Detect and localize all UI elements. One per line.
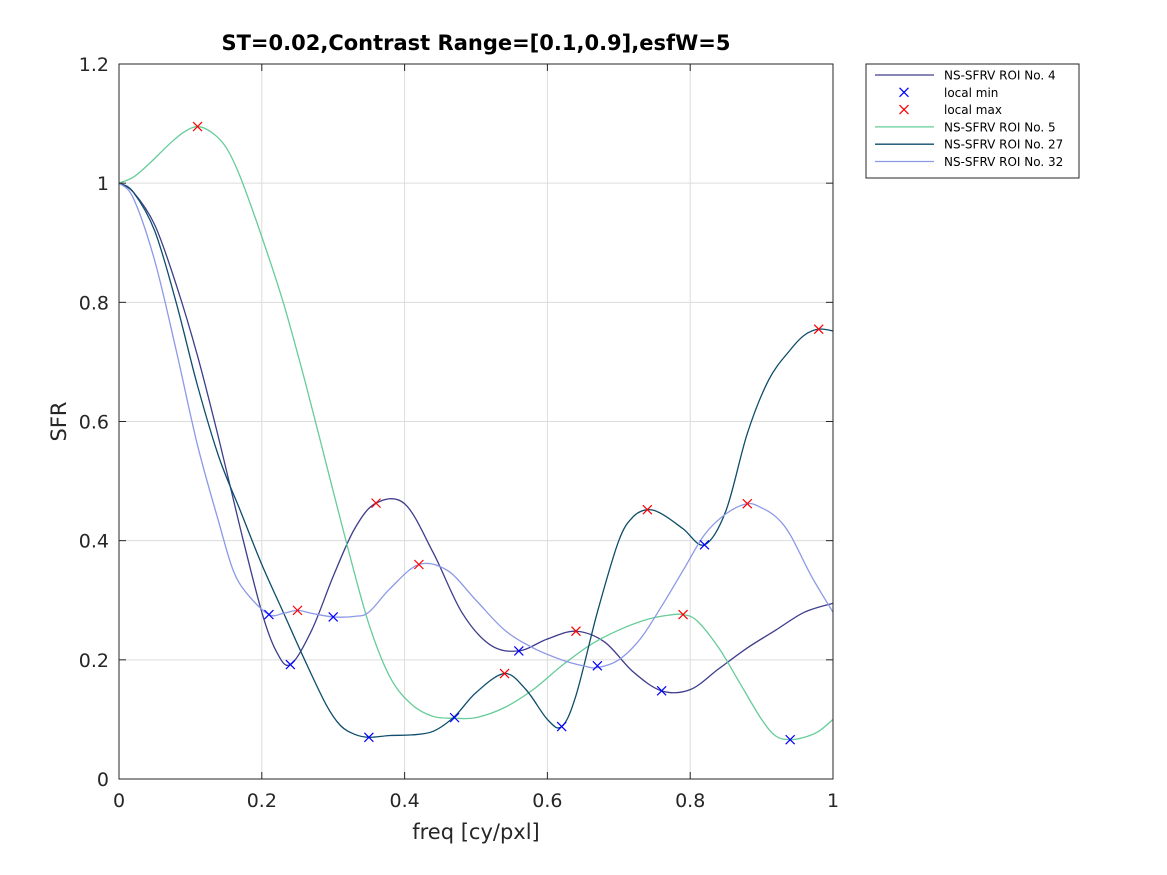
local-min-marker-stroke-b [785,734,796,745]
legend-marker-swatch-b [899,104,909,115]
series-line-2 [118,125,834,741]
local-min-marker [264,609,274,620]
legend-marker-swatch-b [899,87,909,98]
x-tick-label: 0.6 [532,790,562,812]
local-max-marker-stroke-b [813,324,824,335]
local-max-marker-stroke-b [678,609,688,620]
local-min-marker-stroke-b [656,685,667,696]
local-max-marker-stroke-b [642,504,653,515]
local-max-marker [642,504,653,515]
local-min-marker [285,659,296,670]
local-min-marker-stroke-b [556,721,567,732]
local-max-marker-stroke-b [371,498,381,509]
local-max-marker [192,121,203,132]
legend-label: NS-SFRV ROI No. 32 [944,155,1063,169]
local-min-marker [363,732,374,743]
grid [119,64,833,779]
local-min-marker-stroke-b [592,660,603,671]
local-min-marker-stroke-b [264,609,274,620]
axis-ticks: 0 0.2 0.4 0.6 0.8 1 0 0.2 0.4 0.6 0.8 1 1.2 [79,54,839,812]
local-max-marker-stroke-b [499,668,510,679]
local-max-marker [292,605,303,616]
series-line-4 [118,182,834,669]
legend-item: NS-SFRV ROI No. 32 [875,155,1063,169]
y-tick-label: 0.2 [79,650,109,672]
local-max-marker-stroke-b [192,121,203,132]
local-max-marker [571,626,581,637]
legend-item: NS-SFRV ROI No. 27 [875,138,1063,152]
y-tick-label: 0.8 [79,292,109,314]
local-max-marker [499,668,510,679]
y-tick-label: 0.4 [79,531,109,553]
local-min-marker [699,539,710,550]
local-min-marker-stroke-b [285,659,296,670]
series-line-1 [118,182,834,694]
x-tick-label: 1 [827,790,839,812]
x-tick-label: 0 [113,790,125,812]
y-tick-label: 0.6 [79,412,109,434]
local-max-marker [413,559,424,570]
local-max-marker [678,609,688,620]
series-line-3 [118,182,834,738]
local-min-marker-stroke-b [363,732,374,743]
y-tick-label: 0 [97,769,109,791]
local-min-marker [592,660,603,671]
x-tick-label: 0.2 [247,790,277,812]
local-min-marker-stroke-b [699,539,710,550]
local-max-marker [742,498,753,509]
y-axis-label: SFR [47,401,71,441]
local-min-marker [656,685,667,696]
local-min-marker [449,712,460,723]
plot-series [118,125,834,741]
legend-label: NS-SFRV ROI No. 27 [944,138,1063,152]
local-min-marker [785,734,796,745]
local-max-marker-stroke-b [413,559,424,570]
legend-item: local min [899,86,998,100]
x-tick-label: 0.8 [675,790,705,812]
legend-item: NS-SFRV ROI No. 4 [875,69,1056,83]
local-min-marker-stroke-b [449,712,460,723]
local-max-marker-stroke-b [292,605,303,616]
local-max-marker-stroke-b [742,498,753,509]
local-max-marker-stroke-b [571,626,581,637]
chart-title: ST=0.02,Contrast Range=[0.1,0.9],esfW=5 [221,31,730,55]
legend-item: local max [899,103,1002,117]
extrema-markers [192,121,824,745]
y-tick-label: 1.2 [79,54,109,76]
local-min-marker [513,645,524,656]
local-min-marker [556,721,567,732]
legend-box [865,63,1080,179]
legend: NS-SFRV ROI No. 4 local min local max NS-SF… [865,63,1080,179]
local-min-marker-stroke-b [328,612,339,622]
legend-label: local max [944,103,1002,117]
y-tick-label: 1 [97,173,109,195]
x-axis-label: freq [cy/pxl] [412,820,540,844]
legend-item: NS-SFRV ROI No. 5 [875,120,1056,134]
local-max-marker [371,498,381,509]
local-min-marker [328,612,339,622]
legend-label: NS-SFRV ROI No. 4 [944,69,1056,83]
legend-label: NS-SFRV ROI No. 5 [944,120,1056,134]
local-min-marker-stroke-b [513,645,524,656]
x-tick-label: 0.4 [389,790,419,812]
legend-label: local min [944,86,998,100]
local-max-marker [813,324,824,335]
